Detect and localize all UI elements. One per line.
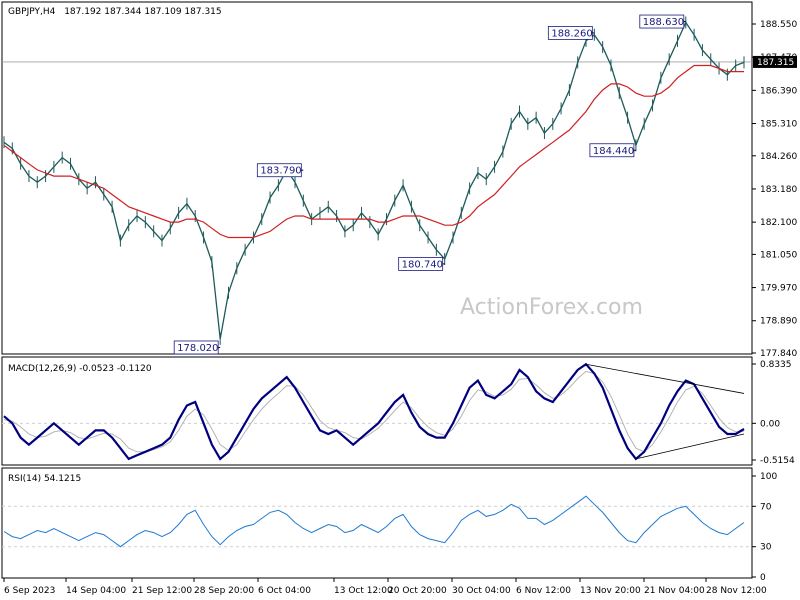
x-axis-label: 30 Oct 04:00 xyxy=(452,586,511,596)
annotation-label: 188.630 xyxy=(643,17,684,28)
annotation-box xyxy=(173,340,219,355)
macd-header: MACD(12,26,9) -0.0523 -0.1120 xyxy=(8,364,152,374)
x-axis-label: 20 Oct 20:00 xyxy=(388,586,447,596)
rsi-axis-label: 30 xyxy=(760,543,772,553)
annotation-box xyxy=(547,26,593,40)
x-axis-label: 21 Sep 12:00 xyxy=(132,586,192,596)
rsi-axis-label: 100 xyxy=(760,472,777,482)
price-axis-label: 183.180 xyxy=(760,185,797,195)
rsi-axis-label: 0 xyxy=(760,573,766,583)
x-axis-label: 13 Nov 20:00 xyxy=(580,586,641,596)
annotation-label: 178.020 xyxy=(177,343,218,354)
annotation-box xyxy=(589,143,635,158)
x-axis-label: 28 Sep 20:00 xyxy=(194,586,254,596)
x-axis-label: 6 Nov 12:00 xyxy=(516,586,571,596)
moving-average-line xyxy=(3,64,744,239)
annotation-label: 188.260 xyxy=(551,28,592,39)
annotation-box xyxy=(398,257,444,271)
rsi-layer xyxy=(3,495,745,548)
x-axis-label: 21 Nov 04:00 xyxy=(644,586,705,596)
price-axis-label: 182.100 xyxy=(760,218,797,228)
current-price-box xyxy=(753,55,797,68)
price-axis-label: 179.970 xyxy=(760,284,797,294)
price-axis-label: 185.310 xyxy=(760,120,797,130)
rsi-axis-label: 70 xyxy=(760,502,772,512)
axis-layer: 188.550187.470186.390185.310184.260183.1… xyxy=(3,20,797,596)
price-layer: 183.790 178.020 180.740 188.260 184.440 188.6… xyxy=(2,14,752,355)
rsi-line xyxy=(3,495,745,548)
x-axis-label: 6 Sep 2023 xyxy=(4,586,55,596)
price-axis-label: 178.890 xyxy=(760,317,797,327)
macd-axis-label: 0.00 xyxy=(760,419,780,429)
symbol-label: GBPJPY,H4 xyxy=(8,7,56,17)
macd-signal-line xyxy=(3,370,745,453)
macd-upper-trendline xyxy=(585,363,745,394)
macd-line xyxy=(3,362,745,461)
macd-lower-trendline xyxy=(635,433,745,460)
price-series-line xyxy=(3,21,745,340)
price-header: GBPJPY,H4 187.192 187.344 187.109 187.31… xyxy=(8,7,222,17)
rsi-panel-frame xyxy=(1,467,753,579)
annotation-box xyxy=(639,14,685,29)
watermark: ActionForex.com xyxy=(460,295,643,320)
macd-layer xyxy=(3,362,745,461)
macd-axis-label: 0.8335 xyxy=(760,360,792,370)
ohlc-label: 187.192 187.344 187.109 187.315 xyxy=(64,7,221,17)
price-axis-label: 181.050 xyxy=(760,250,797,260)
annotation-label: 184.440 xyxy=(593,146,634,157)
price-axis-label: 186.390 xyxy=(760,86,797,96)
x-axis-label: 13 Oct 12:00 xyxy=(334,586,393,596)
macd-axis-label: -0.5154 xyxy=(760,456,795,466)
annotation-box xyxy=(256,163,302,178)
annotation-label: 183.790 xyxy=(260,166,301,177)
rsi-header: RSI(14) 54.1215 xyxy=(8,474,81,484)
current-price-label: 187.315 xyxy=(757,58,794,68)
macd-panel-frame xyxy=(1,356,753,466)
x-axis-label: 28 Nov 12:00 xyxy=(706,586,767,596)
x-axis-label: 6 Oct 04:00 xyxy=(258,586,311,596)
price-axis-label: 177.840 xyxy=(760,349,797,359)
annotation-label: 180.740 xyxy=(402,259,443,270)
price-axis-label: 188.550 xyxy=(760,20,797,30)
x-axis-label: 14 Sep 04:00 xyxy=(66,586,126,596)
price-axis-label: 184.260 xyxy=(760,152,797,162)
price-panel-frame xyxy=(1,1,753,355)
